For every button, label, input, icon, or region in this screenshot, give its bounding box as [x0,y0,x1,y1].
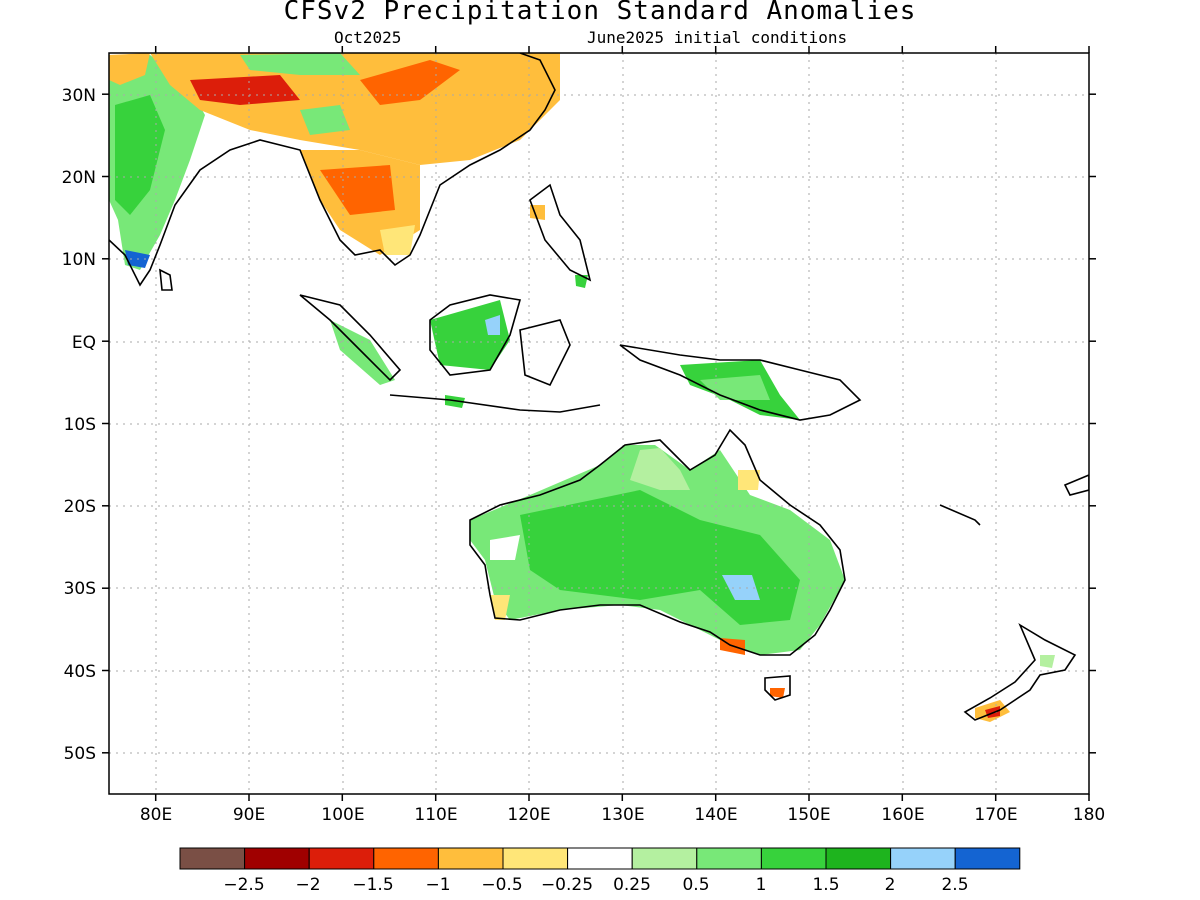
coastlines [109,53,1089,721]
colorbar-swatch [631,847,698,870]
lon-tick-label: 160E [881,805,924,825]
colorbar-swatch [308,847,375,870]
lat-tick-label: 30S [64,579,96,599]
lat-tick-label: 10S [64,415,96,435]
colorbar-swatch [567,847,633,870]
colorbar-label: 1.5 [812,875,839,895]
colorbar-swatch [760,847,827,870]
colorbar-label: 0.5 [682,875,709,895]
lon-tick-label: 170E [974,805,1017,825]
forecast-month: Oct2025 [334,28,402,47]
lat-tick-label: 20N [62,168,96,188]
longitude-axis: 80E 90E 100E 110E 120E 130E 140E 150E 16… [140,805,1105,825]
map-plot-area [109,53,1089,794]
lon-tick-label: 130E [601,805,644,825]
lon-tick-label: 90E [233,805,265,825]
colorbar-label: −1.5 [352,875,393,895]
colorbar-swatch [373,847,439,870]
lon-tick-label: 120E [507,805,550,825]
colorbar-label: 1 [756,875,767,895]
lon-tick-label: 140E [694,805,737,825]
tick-marks [102,46,1096,801]
colorbar-swatch [954,847,1021,870]
colorbar-labels: −2.5 −2 −1.5 −1 −0.5 −0.25 0.25 0.5 1 1.… [223,875,968,895]
latitude-axis: 30N 20N 10N EQ 10S 20S 30S 40S 50S [62,86,96,764]
lat-tick-label: 40S [64,662,96,682]
lon-tick-label: 100E [321,805,364,825]
lat-tick-label: 20S [64,497,96,517]
colorbar-swatch [502,847,569,870]
map-title: CFSv2 Precipitation Standard Anomalies [283,0,917,26]
colorbar-label: 2 [885,875,896,895]
lat-tick-label: 50S [64,744,96,764]
colorbar-swatch [825,847,892,870]
lon-tick-label: 80E [140,805,172,825]
colorbar-label: −1 [425,875,450,895]
colorbar-swatch [437,847,504,870]
colorbar-swatch [244,847,310,870]
lat-tick-label: EQ [72,333,96,353]
lon-tick-label: 150E [787,805,830,825]
lon-tick-label: 110E [414,805,457,825]
colorbar-label: 0.25 [613,875,651,895]
graticule [109,53,1089,794]
colorbar-label: −2 [295,875,320,895]
anomaly-shading [109,53,1055,722]
colorbar-label: −0.5 [481,875,522,895]
colorbar-swatch [696,847,762,870]
colorbar [179,847,1021,870]
colorbar-swatch [179,847,246,870]
lat-tick-label: 10N [62,250,96,270]
colorbar-label: −0.25 [541,875,593,895]
colorbar-swatch [890,847,956,870]
colorbar-label: 2.5 [941,875,968,895]
colorbar-label: −2.5 [223,875,264,895]
lat-tick-label: 30N [62,86,96,106]
initial-conditions: June2025 initial conditions [587,28,848,47]
lon-tick-label: 180 [1073,805,1105,825]
